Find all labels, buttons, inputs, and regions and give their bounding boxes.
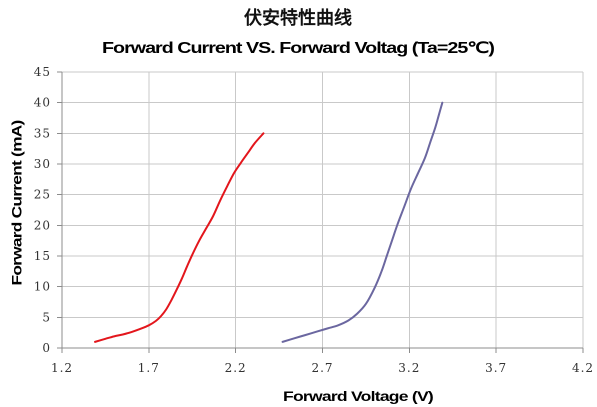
x-tick-label: 2.2 [225,361,247,375]
grid-lines [62,71,584,348]
y-axis-label: Forward Current (mA) [9,121,25,286]
y-tick-label: 20 [34,218,51,232]
y-tick-label: 15 [34,249,51,263]
chart-title: 伏安特性曲线 [244,7,352,29]
series-line-2 [281,101,444,343]
x-tick-label: 1.7 [138,361,160,375]
x-tick-label: 4.2 [572,361,594,375]
y-tick-label: 10 [34,280,51,294]
plot-series [94,101,444,343]
y-tick-label: 5 [42,310,51,324]
series-line-1 [94,132,265,343]
x-tick-label: 3.2 [398,361,420,375]
x-axis-label: Forward Voltage (V) [283,388,433,404]
x-tick-label: 3.7 [485,361,507,375]
y-tick-label: 35 [34,126,51,140]
y-tick-label: 25 [34,188,51,202]
y-tick-labels: 0 5 10 15 20 25 30 35 40 45 [34,65,51,355]
x-tick-label: 1.2 [51,361,73,375]
y-tick-label: 0 [42,341,51,355]
y-tick-label: 40 [34,96,51,110]
chart-subtitle: Forward Current VS. Forward Voltag (Ta=2… [102,40,495,57]
y-tick-label: 45 [34,65,51,79]
axes [57,71,584,353]
x-tick-label: 2.7 [311,361,333,375]
x-tick-labels: 1.2 1.7 2.2 2.7 3.2 3.7 4.2 [51,361,594,375]
y-tick-label: 30 [34,157,51,171]
